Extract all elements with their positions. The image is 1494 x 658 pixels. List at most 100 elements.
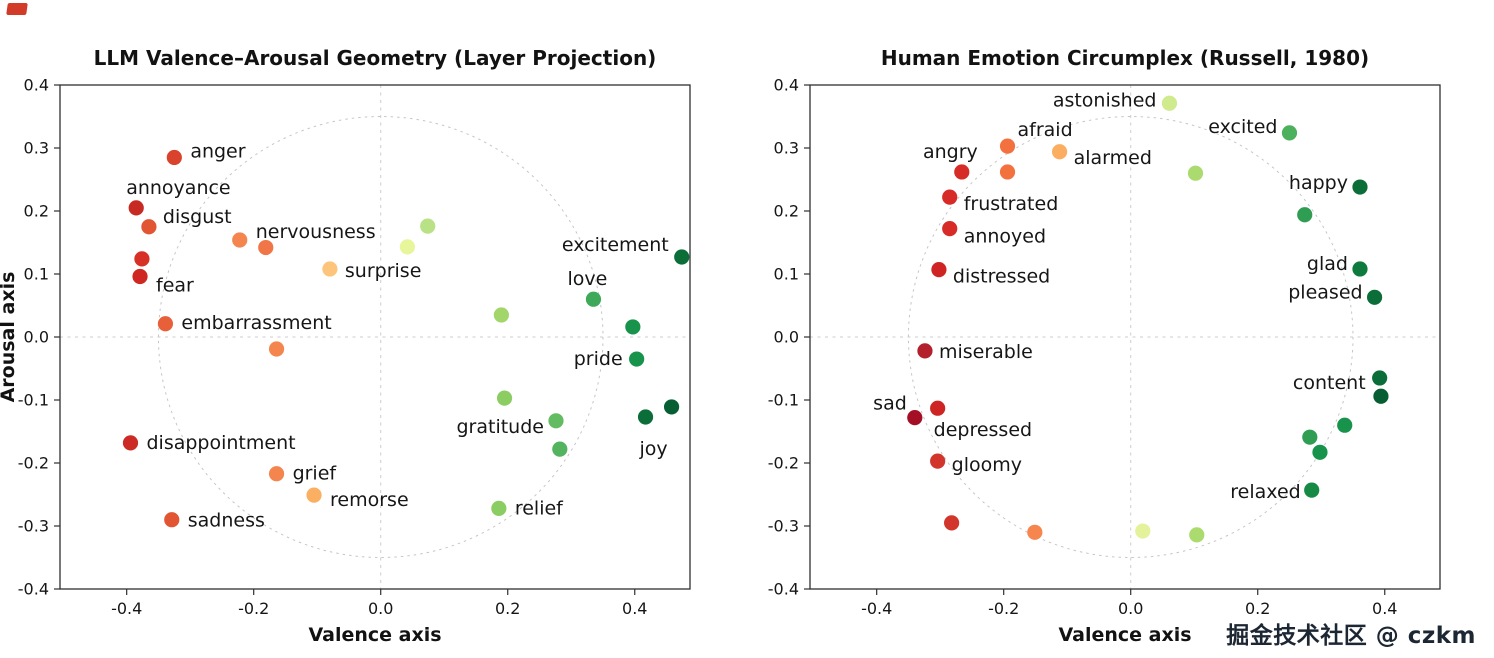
corner-red-mark — [6, 3, 28, 15]
y-tick-label: 0.1 — [24, 265, 49, 284]
y-axis-label: Arousal axis — [0, 272, 19, 403]
point-unlabeled — [1297, 207, 1313, 223]
x-tick-label: 0.0 — [1118, 599, 1143, 618]
point-label-sad: sad — [873, 393, 907, 415]
point-pride — [629, 351, 645, 367]
y-tick-label: -0.3 — [768, 517, 799, 536]
point-nervousness — [232, 232, 248, 248]
point-disgust — [141, 219, 157, 235]
x-tick-label: 0.2 — [495, 599, 520, 618]
point-label-embarrassment: embarrassment — [181, 312, 331, 334]
point-label-miserable: miserable — [939, 341, 1033, 363]
point-label-fear: fear — [156, 275, 194, 297]
point-unlabeled — [258, 239, 274, 256]
point-unlabeled — [496, 390, 513, 406]
y-tick-label: -0.2 — [18, 454, 49, 473]
point-relaxed — [1304, 482, 1320, 498]
y-tick-label: -0.1 — [768, 391, 799, 410]
point-joy — [637, 409, 654, 425]
point-unlabeled — [1135, 523, 1151, 539]
y-tick-label: 0.0 — [774, 328, 799, 347]
point-label-anger: anger — [190, 140, 245, 162]
point-unlabeled — [1302, 429, 1318, 445]
point-label-disappointment: disappointment — [146, 432, 295, 454]
point-fear — [132, 268, 148, 285]
point-label-excitement: excitement — [562, 234, 669, 256]
point-gloomy — [930, 453, 946, 469]
point-pleased — [1366, 289, 1383, 305]
point-label-pleased: pleased — [1288, 281, 1362, 303]
y-tick-label: 0.2 — [774, 202, 799, 221]
point-love — [585, 291, 602, 307]
x-tick-label: -0.4 — [861, 599, 892, 618]
point-label-surprise: surprise — [345, 260, 422, 282]
point-unlabeled — [999, 164, 1016, 180]
point-unlabeled — [134, 251, 150, 267]
point-excited — [1281, 125, 1298, 141]
point-anger — [166, 149, 182, 166]
point-unlabeled — [552, 441, 568, 457]
point-content — [1372, 370, 1388, 386]
point-label-love: love — [568, 268, 608, 290]
point-embarrassment — [157, 316, 174, 332]
point-unlabeled — [625, 319, 641, 335]
point-glad — [1352, 261, 1368, 277]
y-tick-label: -0.4 — [768, 580, 799, 599]
point-unlabeled — [1312, 444, 1328, 460]
point-label-joy: joy — [638, 438, 667, 460]
y-tick-label: 0.4 — [24, 76, 49, 95]
point-distressed — [931, 261, 947, 278]
point-label-angry: angry — [923, 141, 978, 163]
point-label-gloomy: gloomy — [952, 454, 1022, 476]
point-unlabeled — [1189, 527, 1205, 543]
point-label-relief: relief — [515, 497, 564, 519]
point-alarmed — [1051, 144, 1068, 160]
point-sad — [907, 410, 923, 426]
watermark-text: 掘金技术社区 @ czkm — [1226, 623, 1476, 649]
point-label-afraid: afraid — [1018, 119, 1073, 141]
chart-human-circumplex: -0.4 -0.2 0.0 0.2 0.4 0.4 0.3 0.2 0.1 0.0 -0.1 -0.2… — [768, 46, 1441, 646]
point-unlabeled — [1373, 388, 1389, 404]
point-angry — [954, 164, 970, 180]
point-label-alarmed: alarmed — [1074, 147, 1152, 169]
x-tick-label: 0.4 — [1372, 599, 1397, 618]
point-label-nervousness: nervousness — [256, 221, 376, 243]
y-tick-label: 0.4 — [774, 76, 799, 95]
point-surprise — [322, 261, 338, 277]
point-afraid — [999, 138, 1016, 154]
point-annoyance — [128, 200, 144, 216]
point-label-distressed: distressed — [953, 266, 1050, 288]
point-label-relaxed: relaxed — [1230, 481, 1300, 503]
point-miserable — [917, 343, 933, 359]
y-tick-label: -0.4 — [18, 580, 49, 599]
point-disappointment — [122, 435, 139, 451]
point-frustrated — [942, 189, 958, 205]
point-annoyed — [942, 221, 958, 237]
point-astonished — [1161, 95, 1178, 111]
y-tick-label: 0.1 — [774, 265, 799, 284]
x-tick-label: 0.2 — [1245, 599, 1270, 618]
point-grief — [268, 466, 285, 482]
point-excitement — [674, 249, 690, 265]
point-label-astonished: astonished — [1053, 89, 1157, 111]
point-label-grief: grief — [293, 463, 338, 485]
y-tick-label: 0.3 — [774, 139, 799, 158]
x-tick-label: -0.2 — [988, 599, 1019, 618]
point-unlabeled — [399, 239, 415, 255]
point-depressed — [930, 400, 946, 416]
point-unlabeled — [493, 307, 509, 323]
point-label-content: content — [1293, 372, 1366, 394]
point-happy — [1352, 179, 1368, 195]
x-axis-label: Valence axis — [1058, 624, 1191, 646]
point-gratitude — [548, 413, 564, 429]
point-label-annoyed: annoyed — [964, 226, 1046, 248]
point-label-happy: happy — [1289, 172, 1348, 194]
y-tick-label: -0.1 — [18, 391, 49, 410]
point-unlabeled — [663, 399, 680, 415]
point-unlabeled — [944, 515, 960, 531]
point-unlabeled — [1027, 524, 1043, 540]
point-label-glad: glad — [1307, 253, 1348, 275]
y-tick-label: 0.2 — [24, 202, 49, 221]
